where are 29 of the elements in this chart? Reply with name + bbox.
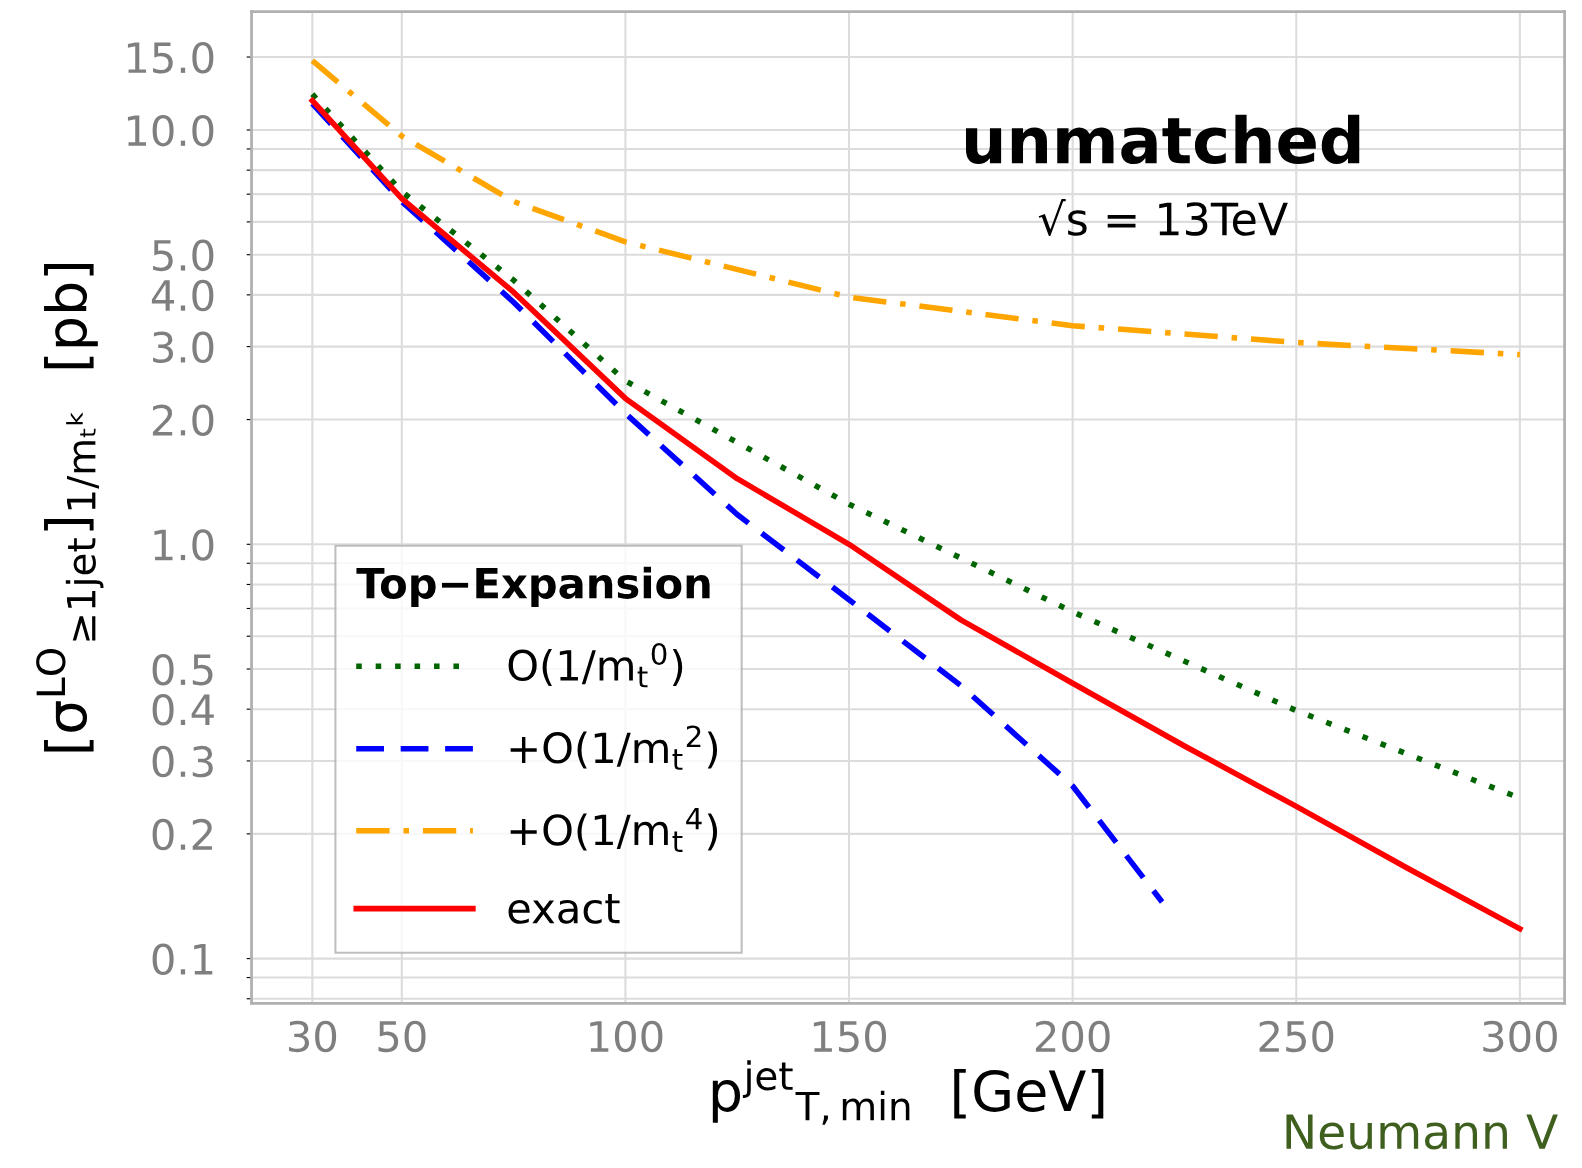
legend-label: O(1/m$_{t}$$^{0}$) xyxy=(508,642,683,688)
legend-label: +O(1/m$_{t}$$^{4}$) xyxy=(510,807,718,852)
x-tick-label: 300 xyxy=(1483,1020,1557,1053)
y-tick-label: 5.0 xyxy=(153,239,214,272)
y-tick-label: 0.1 xyxy=(152,943,213,976)
x-tick-label: 50 xyxy=(378,1020,426,1053)
legend-title: Top−Expansion xyxy=(356,566,710,607)
x-tick-label: 100 xyxy=(590,1020,663,1053)
legend-label: exact xyxy=(508,893,620,924)
x-tick-label: 200 xyxy=(1035,1020,1110,1053)
y-tick-label: 0.3 xyxy=(152,745,213,778)
annotation: unmatched xyxy=(965,114,1360,165)
y-tick-label: 10.0 xyxy=(127,114,214,147)
y-tick-label: 0.4 xyxy=(152,694,214,726)
legend-label: +O(1/m$_{t}$$^{2}$) xyxy=(510,725,718,770)
x-tick-label: 30 xyxy=(289,1020,337,1053)
x-tick-label: 250 xyxy=(1259,1020,1334,1053)
annotation: √s = 13TeV xyxy=(1038,199,1288,237)
text: Neumann V xyxy=(1286,1114,1558,1150)
y-tick-label: 0.2 xyxy=(152,818,212,851)
y-tick-label: 15.0 xyxy=(127,41,214,74)
y-tick-label: 2.0 xyxy=(152,404,214,436)
y-tick-label: 1.0 xyxy=(154,529,214,561)
y-tick-label: 0.5 xyxy=(152,653,213,686)
x-tick-label: 150 xyxy=(813,1020,887,1053)
x-axis-title: p$^{jet}$$_{T,min}$ [GeV] xyxy=(712,1060,1104,1125)
y-tick-label: 3.0 xyxy=(153,331,214,364)
y-axis-title: [σ$^{LO}$$_{≥1jet}$]$_{1/mₜᵏ}$ [pb] xyxy=(36,263,104,752)
y-tick-label: 4.0 xyxy=(151,279,214,312)
